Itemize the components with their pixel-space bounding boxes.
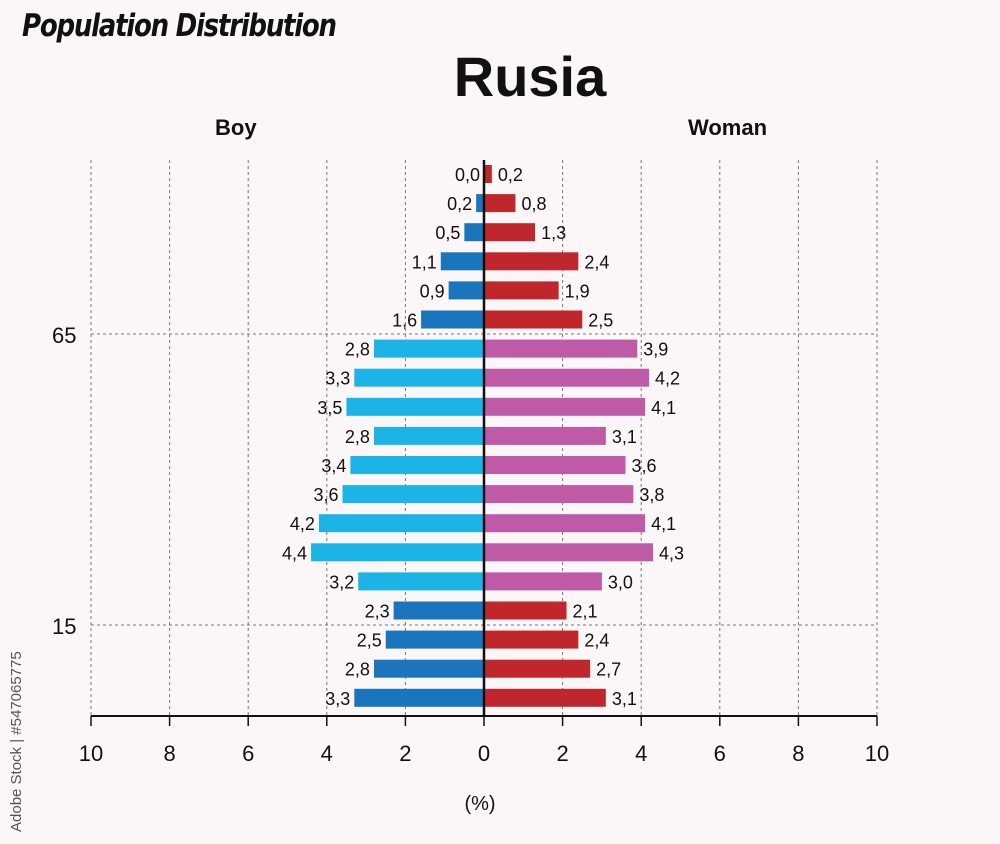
boy-bar	[354, 688, 484, 707]
x-tick-label: 8	[163, 741, 175, 766]
woman-bar	[484, 601, 567, 620]
woman-bar	[484, 368, 650, 387]
woman-bar	[484, 456, 626, 474]
x-axis-label: (%)	[464, 793, 495, 815]
woman-value-label: 1,3	[541, 223, 566, 243]
woman-value-label: 3,6	[631, 456, 656, 476]
boy-bar	[354, 368, 484, 387]
x-tick-label: 6	[242, 741, 254, 766]
woman-value-label: 4,3	[659, 543, 684, 563]
woman-bar	[484, 688, 606, 707]
boy-bar	[385, 630, 484, 649]
boy-value-label: 1,1	[412, 252, 437, 272]
woman-label: Woman	[688, 115, 768, 140]
boy-bar	[311, 543, 484, 562]
boy-bar	[373, 426, 484, 445]
woman-value-label: 2,5	[588, 311, 613, 331]
boy-value-label: 2,8	[345, 340, 370, 360]
boy-value-label: 2,5	[357, 631, 382, 651]
boy-value-label: 3,3	[325, 369, 350, 389]
boy-bar	[346, 397, 484, 416]
boy-bar	[318, 514, 484, 533]
x-tick-label: 6	[714, 741, 726, 766]
boy-label: Boy	[215, 115, 257, 140]
woman-bar	[484, 630, 579, 649]
boy-value-label: 3,5	[317, 398, 342, 418]
woman-bar	[484, 659, 591, 678]
woman-bar	[484, 252, 579, 271]
x-tick-label: 2	[556, 741, 568, 766]
chart-heading: Population Distribution	[22, 8, 337, 44]
woman-bar	[484, 310, 583, 329]
chart-title: Rusia	[453, 45, 607, 108]
woman-bar	[484, 194, 516, 213]
woman-value-label: 2,4	[584, 631, 609, 651]
woman-value-label: 3,1	[612, 689, 637, 709]
boy-value-label: 1,6	[392, 311, 417, 331]
boy-value-label: 0,9	[420, 281, 445, 301]
boy-value-label: 0,0	[455, 165, 480, 185]
woman-bar	[484, 281, 559, 300]
boy-bar	[373, 659, 484, 678]
x-tick-label: 10	[79, 741, 103, 766]
woman-bar	[484, 485, 634, 504]
woman-bar	[484, 426, 606, 445]
boy-value-label: 3,4	[321, 456, 346, 476]
woman-bar	[484, 397, 646, 416]
boy-bar	[448, 281, 484, 300]
x-tick-label: 4	[321, 741, 333, 766]
woman-value-label: 2,1	[573, 602, 598, 622]
boy-bar	[464, 223, 484, 242]
woman-value-label: 3,8	[639, 485, 664, 505]
boy-value-label: 3,6	[313, 485, 338, 505]
boy-bar	[476, 194, 484, 213]
boy-bar	[358, 572, 484, 591]
boy-value-label: 2,8	[345, 427, 370, 447]
boy-value-label: 4,2	[290, 514, 315, 534]
woman-bar	[484, 572, 602, 591]
boy-value-label: 0,5	[435, 223, 460, 243]
boy-bar	[393, 601, 484, 620]
woman-bar	[484, 514, 646, 533]
x-tick-label: 4	[635, 741, 647, 766]
boy-value-label: 0,2	[447, 194, 472, 214]
woman-value-label: 1,9	[565, 281, 590, 301]
boy-bar	[373, 339, 484, 358]
boy-bar	[421, 310, 484, 329]
woman-value-label: 3,1	[612, 427, 637, 447]
woman-bar	[484, 223, 536, 242]
boy-value-label: 3,3	[325, 689, 350, 709]
boy-bar	[350, 456, 484, 474]
woman-value-label: 3,0	[608, 572, 633, 592]
y-tick-label: 15	[52, 614, 76, 639]
woman-value-label: 0,8	[521, 194, 546, 214]
woman-bar	[484, 339, 638, 358]
woman-value-label: 2,7	[596, 660, 621, 680]
boy-value-label: 4,4	[282, 543, 307, 563]
woman-value-label: 3,9	[643, 340, 668, 360]
woman-value-label: 2,4	[584, 252, 609, 272]
x-tick-label: 0	[478, 741, 490, 766]
boy-bar	[342, 485, 484, 504]
woman-value-label: 4,2	[655, 369, 680, 389]
x-tick-label: 8	[792, 741, 804, 766]
y-tick-label: 65	[52, 323, 76, 348]
woman-bar	[484, 543, 653, 562]
woman-value-label: 0,2	[498, 165, 523, 185]
boy-value-label: 2,8	[345, 660, 370, 680]
woman-bar	[484, 165, 492, 183]
woman-value-label: 4,1	[651, 514, 676, 534]
x-tick-label: 2	[399, 741, 411, 766]
woman-value-label: 4,1	[651, 398, 676, 418]
boy-value-label: 3,2	[329, 572, 354, 592]
x-tick-label: 10	[865, 741, 889, 766]
boy-bar	[440, 252, 484, 271]
boy-value-label: 2,3	[365, 602, 390, 622]
